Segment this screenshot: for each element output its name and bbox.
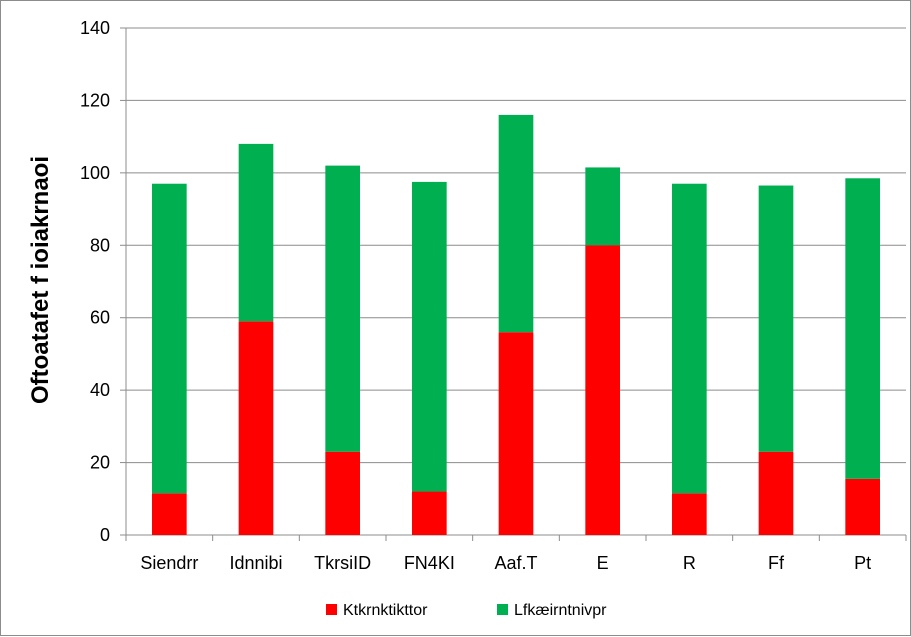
x-category-label: Pt — [854, 553, 871, 573]
y-tick-label: 20 — [90, 453, 110, 473]
legend-label: Ktkrnktikttor — [343, 602, 428, 619]
tick-labels: 0 20 40 60 80 100 120 140 — [80, 18, 110, 545]
x-category-label: Ff — [768, 553, 785, 573]
bars — [152, 114, 880, 536]
y-tick-label: 140 — [80, 18, 110, 38]
x-category-label: R — [683, 553, 696, 573]
bar-segment-series-1 — [412, 491, 447, 535]
x-category-label: Aaf.T — [494, 553, 537, 573]
bar-segment-series-2 — [238, 143, 274, 322]
bar-segment-series-2 — [845, 178, 880, 479]
bar-segment-series-2 — [152, 183, 187, 494]
y-tick-label: 0 — [100, 525, 110, 545]
x-category-label: FN4KI — [404, 553, 455, 573]
legend: Ktkrnktikttor Lfkæirntnivpr — [326, 602, 607, 619]
bar-segment-series-2 — [585, 167, 620, 246]
x-category-label: TkrsiID — [314, 553, 371, 573]
legend-label: Lfkæirntnivpr — [514, 602, 607, 619]
bar-segment-series-2 — [672, 183, 707, 494]
bar-segment-series-2 — [325, 165, 360, 452]
bar-segment-series-1 — [845, 478, 880, 535]
x-category-label: Idnnibi — [229, 553, 282, 573]
category-labels: Siendrr Idnnibi TkrsiID FN4KI Aaf.T E R Ff Pt — [140, 553, 871, 573]
bar-segment-series-1 — [325, 451, 360, 535]
x-category-label: E — [597, 553, 609, 573]
y-tick-label: 40 — [90, 380, 110, 400]
bar-segment-series-1 — [152, 493, 187, 535]
legend-swatch — [497, 604, 508, 615]
bar-segment-series-2 — [758, 185, 794, 452]
bar-segment-series-1 — [498, 332, 534, 535]
y-tick-label: 60 — [90, 308, 110, 328]
bar-segment-series-1 — [672, 493, 707, 535]
y-tick-label: 100 — [80, 163, 110, 183]
x-category-label: Siendrr — [140, 553, 198, 573]
bar-segment-series-1 — [758, 451, 794, 535]
y-tick-label: 120 — [80, 90, 110, 110]
legend-swatch — [326, 604, 337, 615]
bar-segment-series-1 — [585, 245, 620, 536]
bar-segment-series-2 — [412, 181, 447, 492]
y-tick-label: 80 — [90, 235, 110, 255]
bar-segment-series-2 — [498, 114, 534, 333]
y-axis-title: Oftoatafet f ioiakrnaoi — [27, 156, 54, 404]
bar-segment-series-1 — [238, 321, 274, 535]
